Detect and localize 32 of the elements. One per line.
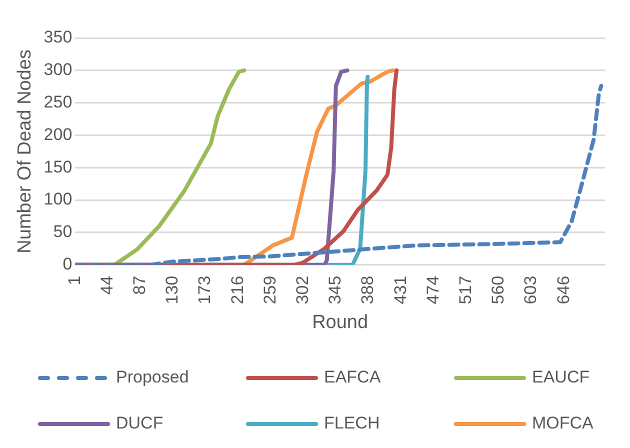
y-axis-title: Number Of Dead Nodes — [14, 50, 36, 254]
legend-label: EAFCA — [324, 368, 382, 387]
y-tick-label: 150 — [44, 157, 72, 176]
legend-label: FLECH — [324, 414, 380, 433]
legend-label: DUCF — [116, 414, 164, 433]
x-tick-label: 302 — [293, 276, 312, 304]
legend-label: EAUCF — [532, 368, 590, 387]
x-tick-label: 603 — [521, 276, 540, 304]
x-tick-label: 173 — [195, 276, 214, 304]
x-tick-label: 431 — [390, 276, 410, 304]
x-tick-label: 646 — [554, 276, 573, 304]
y-tick-label: 50 — [53, 222, 72, 242]
y-tick-label: 200 — [44, 124, 72, 144]
legend-label: Proposed — [116, 368, 189, 387]
y-tick-label: 0 — [62, 254, 72, 274]
y-tick-label: 250 — [44, 92, 72, 112]
legend-label: MOFCA — [532, 414, 594, 433]
y-tick-label: 100 — [44, 190, 72, 209]
x-tick-label: 87 — [130, 276, 150, 295]
x-tick-label: 388 — [358, 276, 378, 304]
x-tick-label: 345 — [326, 276, 345, 304]
x-tick-label: 474 — [423, 276, 442, 304]
x-tick-label: 560 — [488, 276, 508, 304]
x-tick-label: 1 — [64, 276, 84, 286]
x-tick-label: 44 — [97, 276, 116, 295]
x-tick-label: 216 — [228, 276, 247, 304]
x-tick-label: 130 — [162, 276, 182, 304]
y-tick-label: 300 — [44, 60, 72, 80]
x-tick-label: 517 — [456, 276, 475, 304]
x-tick-label: 259 — [260, 276, 280, 304]
x-axis-title: Round — [312, 312, 368, 333]
y-tick-label: 350 — [44, 28, 72, 47]
